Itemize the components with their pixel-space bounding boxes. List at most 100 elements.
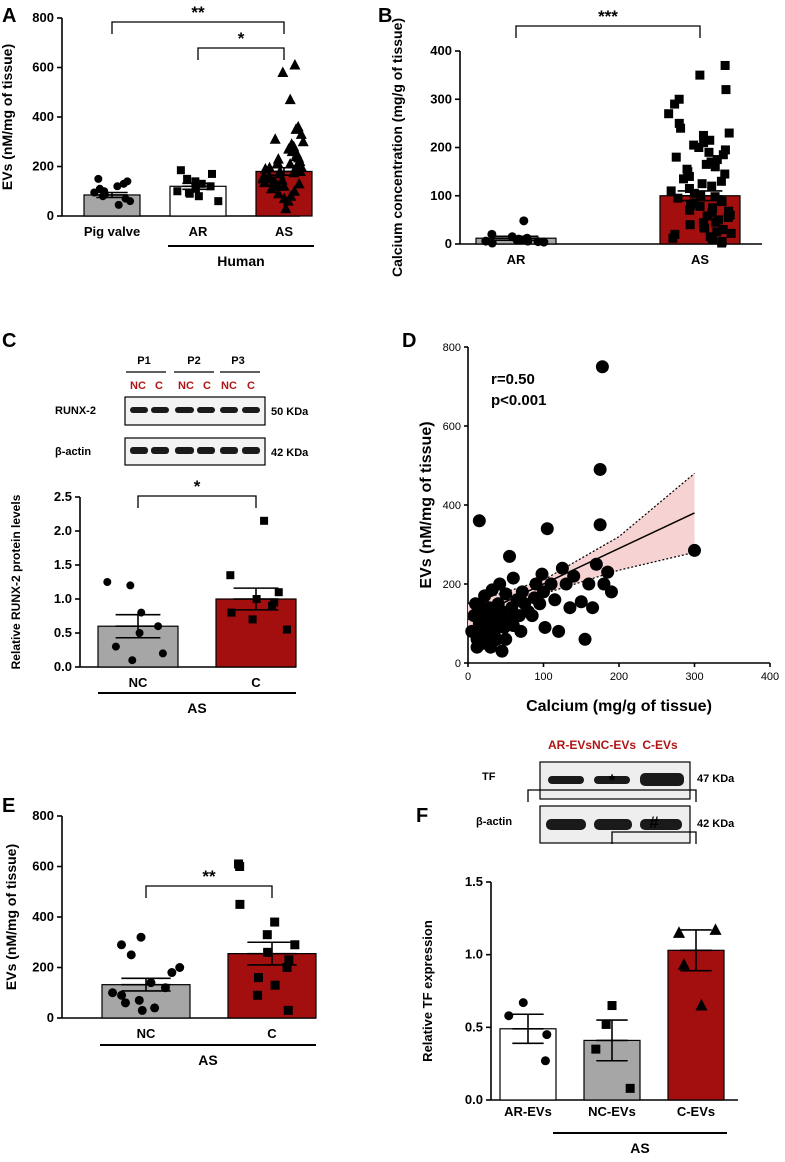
panel-e-significance-label: **: [202, 867, 216, 886]
panel-a-data-point: [207, 169, 216, 178]
panel-e-data-point: [235, 899, 245, 909]
panel-d-data-point: [470, 640, 484, 654]
panel-d-y-tick-label: 800: [443, 342, 461, 354]
panel-e-data-point: [167, 968, 177, 978]
panel-b-data-point: [717, 237, 727, 247]
panel-b-data-point: [705, 135, 715, 145]
panel-e-y-tick-label: 0: [47, 1010, 54, 1025]
panel-a-data-point: [121, 194, 130, 203]
panel-e-y-tick-label: 200: [32, 960, 54, 975]
panel-b-y-tick-label: 200: [430, 140, 452, 155]
panel-d-data-point: [475, 601, 489, 615]
blot-f-lane-label: NC-EVs: [592, 738, 636, 752]
panel-d-data-point: [486, 634, 500, 648]
panel-e-data-point: [134, 995, 144, 1005]
panel-d-data-point: [533, 597, 547, 611]
panel-a-data-point: [276, 174, 288, 185]
panel-b-significance-bracket: [515, 25, 701, 38]
panel-b-data-point: [676, 123, 686, 133]
panel-f-y-tick-label: 0.0: [465, 1092, 483, 1107]
panel-b-data-point: [481, 236, 491, 246]
panel-a-group-label: Human: [217, 253, 264, 269]
panel-c-y-tick-label: 2.0: [54, 523, 72, 538]
panel-d-data-point: [499, 632, 513, 646]
blot-lane-label: NC: [221, 380, 237, 392]
panel-c-data-point: [135, 629, 144, 637]
panel-c-significance-bracket: [137, 495, 257, 508]
panel-label-d: D: [402, 330, 416, 352]
panel-f-significance-label: *: [609, 771, 616, 790]
panel-a-data-point: [173, 187, 182, 196]
panel-e-significance-bracket: [145, 885, 273, 898]
panel-b-data-point: [695, 70, 705, 80]
panel-f-bar-2: [667, 949, 725, 1101]
panel-e-category-label: NC: [137, 1026, 156, 1041]
panel-a-data-point: [113, 182, 122, 191]
panel-d-data-point: [506, 571, 520, 585]
blot-f-size-tf: 47 KDa: [697, 773, 735, 785]
panel-a-data-point: [293, 177, 305, 189]
panel-f-category-label: C-EVs: [677, 1104, 715, 1119]
panel-b-y-tick-label: 400: [430, 43, 452, 58]
panel-e-data-point: [270, 980, 280, 990]
panel-d-data-point: [604, 585, 618, 599]
panel-d-x-tick-label: 0: [465, 671, 471, 683]
blot-lane-label: C: [203, 380, 211, 392]
panel-d-data-point: [555, 561, 569, 575]
panel-d-data-point: [582, 577, 596, 591]
panel-b-data-point: [711, 217, 721, 227]
panel-f-group-label: AS: [630, 1140, 649, 1156]
panel-a-data-point: [183, 174, 192, 183]
panel-c-data-point: [111, 642, 120, 651]
panel-b-data-point: [707, 181, 717, 191]
blot-row-label-runx2: RUNX-2: [55, 405, 96, 417]
panel-c-category-label: NC: [129, 675, 148, 690]
panel-a-data-point: [194, 192, 203, 201]
panel-a-y-tick-label: 200: [32, 159, 54, 174]
panel-b-data-point: [684, 184, 694, 194]
panel-c-data-point: [158, 649, 167, 658]
panel-b-data-point: [716, 176, 726, 186]
panel-a-data-point: [277, 66, 289, 77]
blot-frame-runx2: [124, 396, 266, 426]
panel-c-y-tick-label: 2.5: [54, 489, 72, 504]
panel-a-y-tick-label: 400: [32, 109, 54, 124]
panel-d-data-point: [515, 585, 529, 599]
panel-d-data-point: [499, 587, 513, 601]
panel-f-y-tick-label: 1.5: [465, 874, 483, 889]
panel-d-y-tick-label: 200: [443, 579, 461, 591]
panel-d-y-tick-label: 0: [455, 658, 461, 670]
panel-d-data-point: [540, 522, 554, 536]
panel-a-category-label: AS: [275, 224, 293, 239]
panel-f-data-point: [591, 1044, 601, 1054]
panel-b-data-point: [721, 85, 731, 95]
panel-d-data-point: [563, 601, 577, 615]
panel-a-data-point: [288, 140, 300, 152]
panel-b-data-point: [718, 150, 728, 160]
panel-b-category-label: AS: [691, 252, 709, 267]
panel-b-data-point: [697, 179, 707, 189]
panel-b-data-point: [712, 155, 722, 165]
panel-b-data-point: [685, 205, 695, 215]
blot-group-p1: P1: [137, 355, 150, 367]
panel-b-data-point: [664, 109, 674, 119]
western-blot-tf: AR-EVs NC-EVs C-EVs TF 47 KDa β-actin 42…: [476, 738, 735, 844]
panel-f-data-point: [504, 1011, 514, 1021]
panel-f-significance-label: #: [649, 813, 659, 832]
panel-c-category-label: C: [251, 675, 261, 690]
blot-f-row-label-tf: TF: [482, 771, 496, 783]
panel-a-significance-bracket: [197, 47, 285, 60]
panel-a-data-point: [278, 192, 290, 204]
panel-b-y-tick-label: 300: [430, 91, 452, 106]
panel-a-data-point: [297, 135, 309, 147]
panel-d-data-point: [495, 611, 509, 625]
panel-d-y-axis-label: EVs (nM/mg of tissue): [418, 421, 435, 588]
panel-a-data-point: [123, 177, 132, 186]
panel-f-data-point: [677, 958, 690, 970]
panel-b-y-axis-label: Calcium concentration (mg/g of tissue): [389, 18, 405, 277]
blot-size-runx2: 50 KDa: [271, 406, 309, 418]
panel-f-data-point: [607, 1001, 617, 1011]
panel-a-data-point: [284, 93, 296, 105]
panel-d-data-point: [595, 360, 609, 374]
panel-b-data-point: [724, 206, 734, 216]
